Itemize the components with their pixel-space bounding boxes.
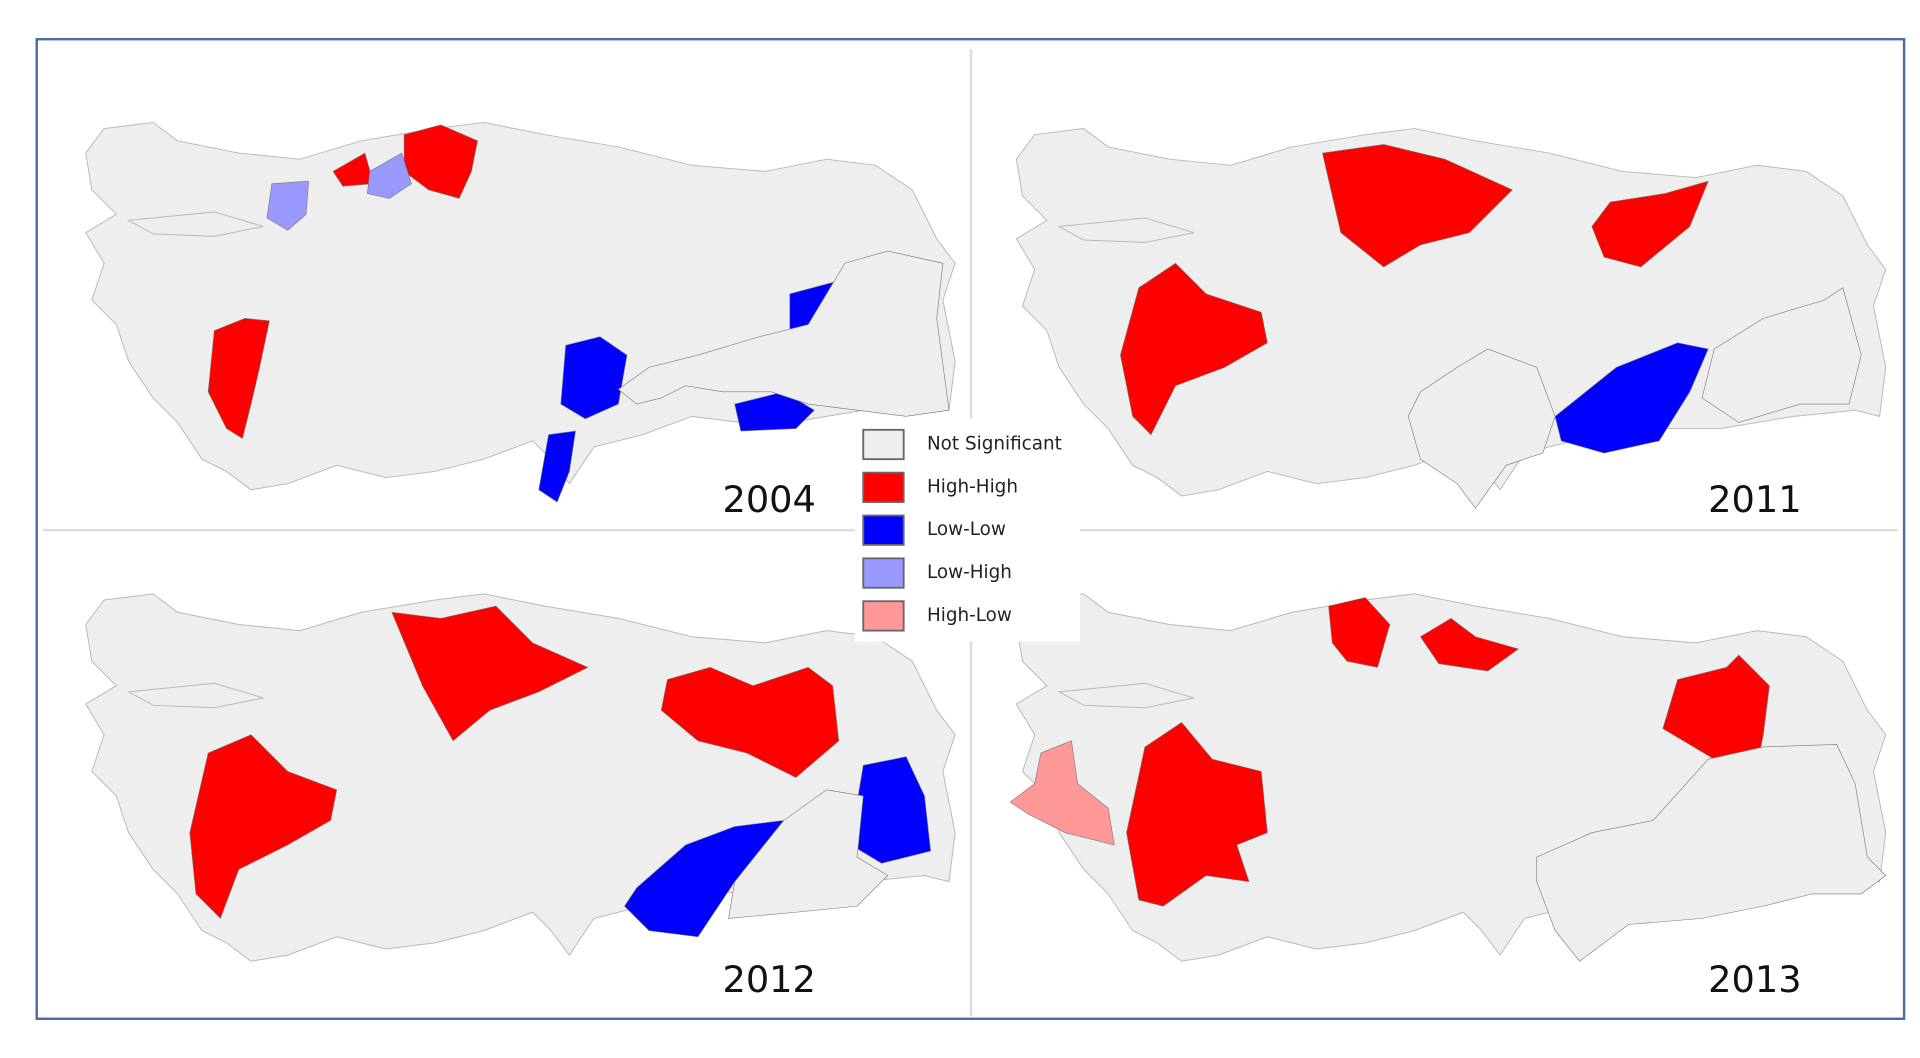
region (728, 789, 889, 919)
region (1591, 180, 1709, 268)
region (617, 250, 950, 417)
legend-swatch (862, 557, 905, 589)
region (391, 605, 589, 742)
region (189, 734, 338, 919)
legend-label: High-High (927, 476, 1018, 497)
region (538, 430, 576, 503)
year-label: 2011 (1708, 478, 1801, 521)
region (1701, 287, 1862, 423)
legend-swatch (862, 428, 905, 461)
region (367, 152, 412, 199)
region (1120, 262, 1268, 436)
region (1554, 342, 1709, 454)
frame (35, 37, 1906, 1021)
region (560, 336, 628, 420)
year-label: 2004 (722, 478, 815, 521)
region (207, 318, 270, 439)
year-label: 2012 (722, 958, 815, 1001)
region (1419, 618, 1520, 672)
region (1407, 348, 1556, 509)
region (1009, 740, 1115, 846)
region (1126, 722, 1268, 907)
region (1662, 654, 1770, 766)
legend-label: Low-High (927, 562, 1012, 583)
region (734, 391, 815, 432)
figure-content: 2004 2011 2012 2013 Not Significant High-… (35, 37, 1906, 1021)
region (1536, 744, 1887, 962)
legend-label: Low-Low (927, 519, 1006, 540)
year-label: 2013 (1708, 958, 1801, 1001)
legend-label: Not Significant (927, 433, 1062, 454)
region (1322, 144, 1513, 268)
region (1328, 597, 1391, 668)
region (266, 180, 309, 231)
legend-swatch (862, 471, 905, 503)
legend-swatch (862, 600, 905, 632)
legend-swatch (862, 514, 905, 546)
legend-label: High-Low (927, 605, 1012, 626)
region (660, 667, 840, 778)
legend: Not Significant High-High Low-Low Low-High H… (854, 418, 1081, 642)
